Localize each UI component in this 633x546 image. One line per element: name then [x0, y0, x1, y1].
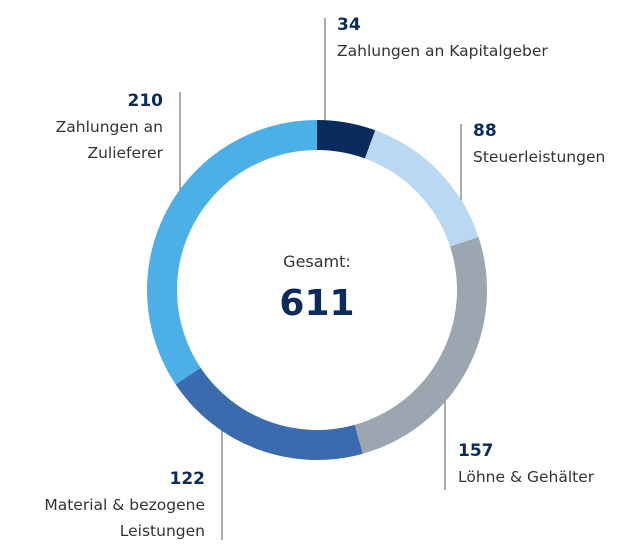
- category-label: Zahlungen an Zulieferer: [55, 118, 163, 162]
- donut-segment: [175, 367, 363, 460]
- donut-segment: [364, 130, 479, 247]
- category-label: Steuerleistungen: [473, 148, 606, 166]
- donut-segment: [354, 237, 487, 454]
- total: 611: [279, 283, 355, 324]
- leader-lines: [179, 18, 462, 540]
- donut-segment: [317, 120, 376, 159]
- center-label: Gesamt:: [283, 252, 351, 271]
- value-label: 88: [473, 121, 497, 141]
- value-label: 122: [169, 469, 206, 489]
- category-label: Material & bezogene Leistungen: [44, 496, 205, 540]
- value-label: 34: [337, 15, 361, 35]
- value-label: 157: [458, 441, 494, 461]
- category-label: Zahlungen an Kapitalgeber: [337, 42, 548, 60]
- value-label: 210: [127, 91, 164, 111]
- donut-segment: [147, 119, 317, 385]
- category-label: Löhne & Gehälter: [458, 468, 595, 486]
